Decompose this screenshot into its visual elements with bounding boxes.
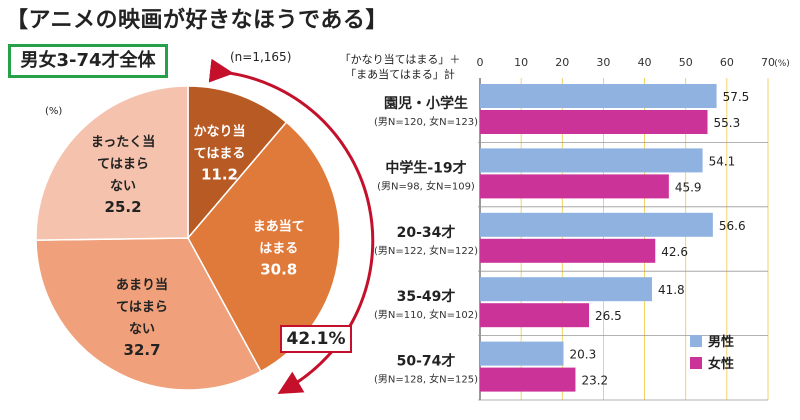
bar-male <box>480 84 717 108</box>
category-label: 35-49才 <box>397 288 456 305</box>
bar-value-label: 41.8 <box>658 283 685 297</box>
category-sample-label: (男N=98, 女N=109) <box>377 179 475 192</box>
pie-slice-label: かなり当 <box>193 123 245 139</box>
pie-slice <box>35 85 189 241</box>
bar-value-label: 56.6 <box>719 219 746 233</box>
measure-line-2: 「まあ当てはまる」計 <box>345 68 455 81</box>
x-tick-label: 40 <box>638 56 652 69</box>
bar-value-label: 23.2 <box>581 374 608 388</box>
measure-line-1: 「かなり当てはまる」＋ <box>339 53 461 66</box>
legend-swatch <box>690 357 702 369</box>
legend-label: 女性 <box>708 356 734 372</box>
pie-slice-value: 11.2 <box>201 165 238 183</box>
category-label: 中学生-19才 <box>385 159 466 176</box>
pie-slice-label: てはまる <box>194 146 246 161</box>
pie-unit-label: (%) <box>45 106 63 117</box>
pie-slice-label: てはまら <box>116 300 168 315</box>
category-sample-label: (男N=120, 女N=123) <box>374 115 478 128</box>
bar-female <box>480 110 708 134</box>
pie-slice-label: ない <box>129 322 155 337</box>
category-sample-label: (男N=122, 女N=122) <box>374 244 478 257</box>
bar-value-label: 57.5 <box>723 90 750 104</box>
bar-value-label: 55.3 <box>714 116 741 130</box>
pie-slice-label: あまり当 <box>116 277 168 293</box>
category-label: 20-34才 <box>397 224 456 241</box>
bar-male <box>480 212 713 237</box>
bar-male <box>480 341 564 366</box>
bar-female <box>480 238 656 263</box>
pie-slice-value: 32.7 <box>124 341 161 359</box>
x-tick-label: 0 <box>477 56 484 69</box>
x-tick-label: 30 <box>596 56 610 69</box>
bar-male <box>480 277 652 302</box>
bar-male <box>480 148 703 173</box>
category-label: 園児・小学生 <box>384 95 468 112</box>
x-tick-label: 10 <box>514 56 528 69</box>
legend-swatch <box>690 335 702 347</box>
x-tick-label: 20 <box>555 56 569 69</box>
bar-value-label: 20.3 <box>570 348 597 362</box>
category-sample-label: (男N=128, 女N=125) <box>374 373 478 386</box>
x-tick-label: 50 <box>679 56 693 69</box>
bar-female <box>480 303 590 328</box>
pie-slice-label: てはまら <box>97 157 149 172</box>
bar-female <box>480 367 576 392</box>
pie-slice-value: 25.2 <box>105 198 142 216</box>
bar-value-label: 42.6 <box>661 245 688 259</box>
page-title: 【アニメの映画が好きなほうである】 <box>6 8 388 33</box>
bar-value-label: 54.1 <box>709 154 736 168</box>
pie-slice-label: まあ当て <box>253 218 305 234</box>
pie-title: 男女3-74才全体 <box>8 44 168 78</box>
category-sample-label: (男N=110, 女N=102) <box>374 308 478 321</box>
callout-badge: 42.1% <box>280 325 352 353</box>
x-tick-label: 70 <box>761 56 775 69</box>
x-tick-label: 60 <box>720 56 734 69</box>
measure-label: 「かなり当てはまる」＋ 「まあ当てはまる」計 <box>330 52 470 82</box>
pie-slice-label: ない <box>110 179 136 194</box>
category-label: 50-74才 <box>397 353 456 370</box>
pie-slice-label: まったく当 <box>91 134 155 150</box>
bar-value-label: 45.9 <box>675 180 702 194</box>
pie-slice-label: はまる <box>259 241 298 256</box>
bar-female <box>480 174 669 199</box>
x-unit-label: (%) <box>774 59 790 69</box>
legend-label: 男性 <box>708 334 734 350</box>
bar-value-label: 26.5 <box>595 309 622 323</box>
pie-slice-value: 30.8 <box>260 260 297 278</box>
